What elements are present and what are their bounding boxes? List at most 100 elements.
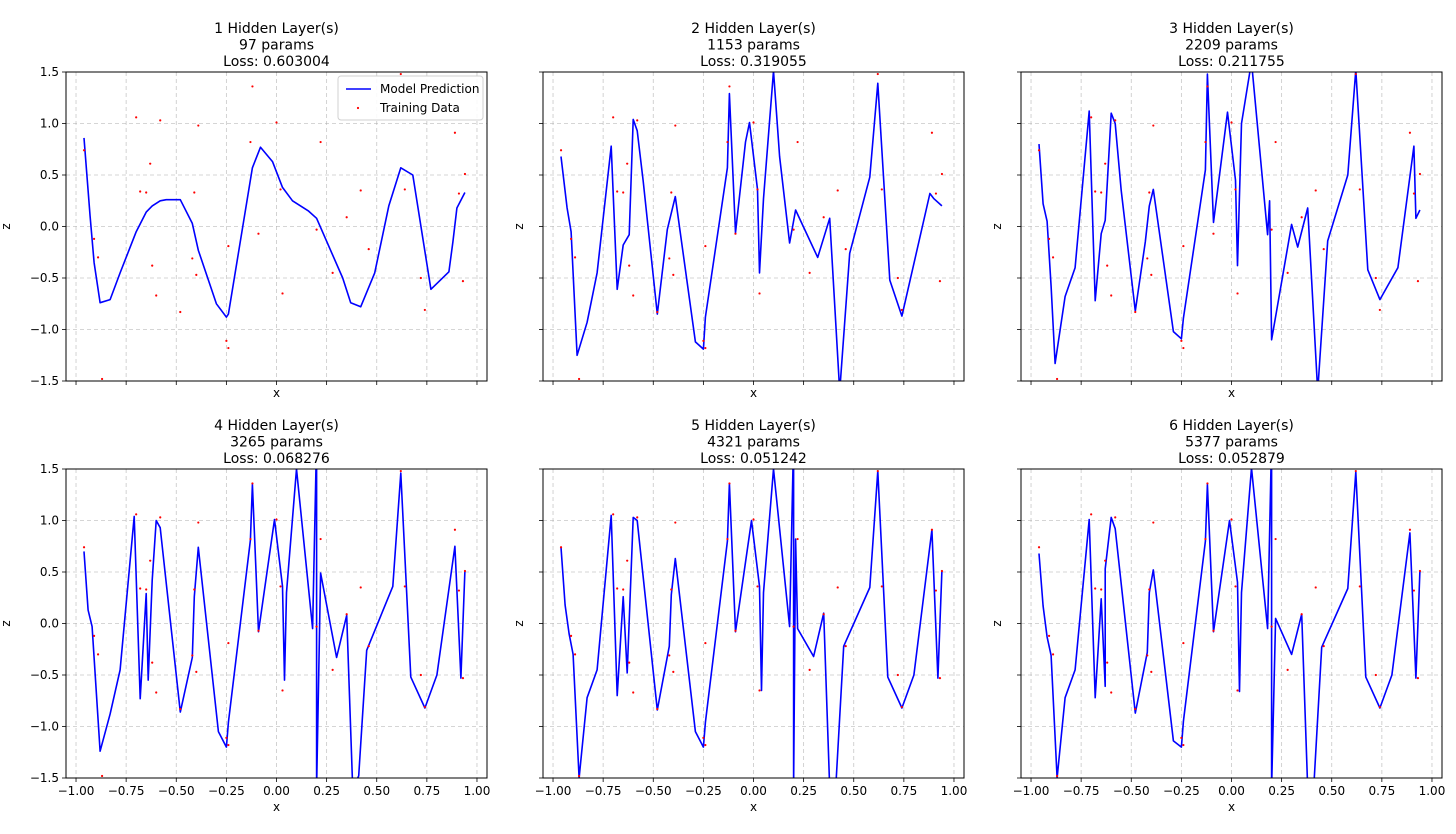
training-point [1100,588,1103,591]
training-point [159,516,162,519]
training-point [1152,521,1155,524]
training-point [100,774,104,778]
training-point [1051,653,1055,656]
training-point [808,668,811,671]
training-point [1055,377,1059,381]
training-point [1416,279,1420,283]
y-axis-label: z [512,620,526,626]
training-point [145,191,148,194]
training-point [1286,668,1289,671]
training-point [1204,140,1207,144]
training-point [315,228,318,231]
training-point [704,641,707,645]
training-point [1374,276,1377,280]
training-point [1358,585,1361,588]
training-point [1322,645,1325,648]
training-point [1236,292,1239,295]
training-point [1106,264,1109,267]
training-point [930,528,934,531]
x-axis-label: x [273,386,280,400]
training-point [626,559,629,562]
y-tick-label: −1.5 [30,771,59,785]
ticks: −1.00 −0.75 −0.50 −0.25 0.00 0.25 0.50 0.75 1.00 [1013,468,1445,798]
training-point [672,670,675,674]
ticks: −1.00 −0.75 −0.50 −0.25 0.00 0.25 0.50 0.75 1.00 [535,468,968,798]
training-point [616,587,619,590]
training-point [225,339,228,342]
subplot-4: −1.00 −0.75 −0.50 −0.25 0.00 0.25 0.50 0.75 1.00… [0,418,490,814]
x-axis-label: x [1228,800,1235,814]
subplot-1: −1.5 −1.0 −0.5 0.0 0.5 1.0 1.5 x z 1 Hidden Layer… [0,21,488,400]
y-tick-label: 0.5 [40,565,59,579]
training-point [940,569,944,573]
subplot-6: −1.00 −0.75 −0.50 −0.25 0.00 0.25 0.50 0.75 1.00… [990,418,1445,814]
training-point [1230,121,1233,124]
training-point [179,707,182,711]
x-axis-label: x [1228,386,1235,400]
plot-data [82,469,467,778]
x-tick-label: 0.50 [1318,784,1345,798]
training-point [1204,537,1207,541]
training-point [628,264,631,267]
training-data-series [82,72,467,381]
training-point [1378,308,1381,312]
subplot-title-line-1: 5 Hidden Layer(s) [691,418,816,434]
x-tick-label: 0.25 [313,784,340,798]
x-axis-label: x [273,800,280,814]
x-tick-label: 1.00 [941,784,968,798]
training-point [702,339,705,342]
subplot-title-line-3: Loss: 0.603004 [223,54,330,70]
training-point [257,629,260,632]
x-tick-label: 0.00 [740,784,767,798]
training-point [359,586,362,589]
training-point [796,140,799,144]
training-point [257,232,260,235]
legend-label-training: Training Data [379,101,460,115]
plot-data [1037,72,1422,381]
x-axis-label: x [750,386,757,400]
training-point [1051,256,1055,259]
training-point [628,661,631,664]
training-point [1146,257,1149,260]
training-point [319,140,322,144]
y-tick-label: 1.5 [40,462,59,476]
training-point [463,569,467,573]
training-point [573,256,577,259]
training-point [1230,518,1233,521]
subplot-title-line-1: 2 Hidden Layer(s) [691,21,816,37]
training-point [275,518,278,521]
training-point [934,589,938,592]
training-point [1104,162,1107,165]
y-tick-label: −0.5 [30,668,59,682]
training-point [612,116,615,119]
y-tick-label: 0.5 [40,168,59,182]
training-point [1378,705,1381,709]
subplot-title-line-2: 3265 params [230,435,323,451]
training-point [656,310,659,314]
training-point [193,191,196,194]
training-point [674,124,677,127]
training-point [331,668,334,671]
training-point [668,654,671,657]
training-point [1182,641,1185,645]
x-axis-label: x [750,800,757,814]
legend-point-swatch [356,106,360,110]
training-point [1234,585,1237,588]
training-point [1314,189,1317,192]
training-point [423,308,426,312]
training-point [423,705,426,709]
y-axis-label: z [990,620,1004,626]
gridlines [543,71,964,382]
ticks [1017,71,1433,385]
training-point [1110,294,1113,297]
training-point [1090,513,1093,516]
ticks: −1.5 −1.0 −0.5 0.0 0.5 1.0 1.5 [30,65,478,388]
training-point [636,516,639,519]
training-point [1270,625,1273,628]
training-point [836,586,839,589]
training-point [319,537,322,541]
y-tick-label: 1.0 [40,514,59,528]
y-tick-label: 0.0 [40,220,59,234]
training-point [457,192,461,195]
training-point [159,119,162,122]
